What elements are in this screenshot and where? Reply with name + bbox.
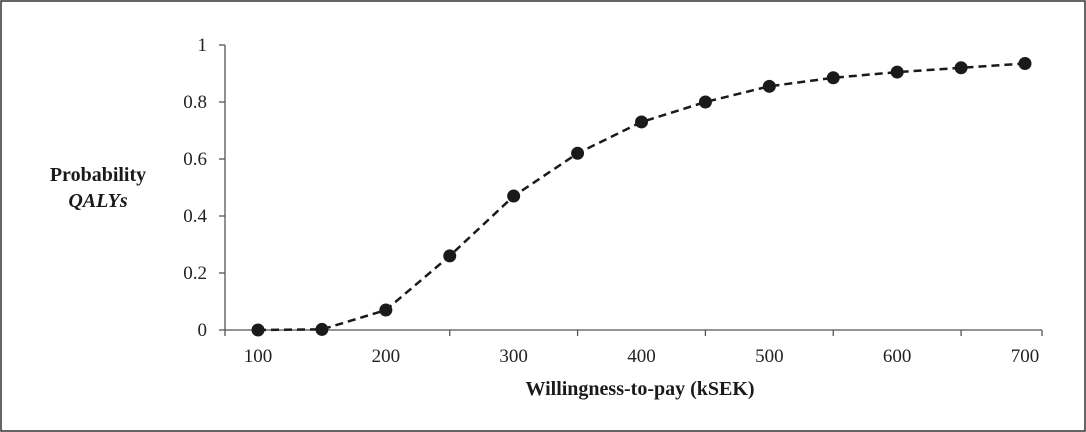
- data-point: [571, 146, 585, 160]
- data-point: [315, 322, 329, 336]
- y-tick-label: 0.8: [183, 92, 207, 113]
- data-point: [443, 249, 457, 263]
- x-tick-label: 400: [627, 346, 656, 367]
- x-tick-label: 200: [372, 346, 401, 367]
- x-axis: 100 200 300 400 500 600 700: [224, 329, 1043, 367]
- data-point: [507, 189, 521, 203]
- x-tick-label: 100: [244, 346, 273, 367]
- y-tick-label: 0: [198, 320, 208, 341]
- y-tick-label: 0.6: [183, 149, 207, 170]
- x-tick-label: 500: [755, 346, 784, 367]
- data-point: [762, 79, 776, 93]
- x-tick-label: 300: [499, 346, 528, 367]
- y-tick-label: 1: [198, 35, 208, 56]
- data-point: [379, 303, 393, 317]
- y-tick-label: 0.2: [183, 263, 207, 284]
- y-axis-title: Probability: [50, 164, 146, 186]
- data-point: [826, 71, 840, 85]
- x-tick-label: 600: [883, 346, 912, 367]
- x-axis-title: Willingness-to-pay (kSEK): [525, 378, 754, 400]
- data-point: [251, 323, 265, 337]
- series-points: [251, 57, 1032, 337]
- y-axis: 0 0.2 0.4 0.6 0.8 1: [183, 35, 226, 341]
- y-axis-subtitle: QALYs: [68, 190, 127, 212]
- x-tick-label: 700: [1011, 346, 1040, 367]
- data-point: [890, 65, 904, 79]
- y-tick-label: 0.4: [183, 206, 207, 227]
- data-point: [635, 115, 648, 129]
- data-point: [954, 61, 968, 75]
- data-point: [1018, 57, 1032, 71]
- data-point: [698, 95, 712, 109]
